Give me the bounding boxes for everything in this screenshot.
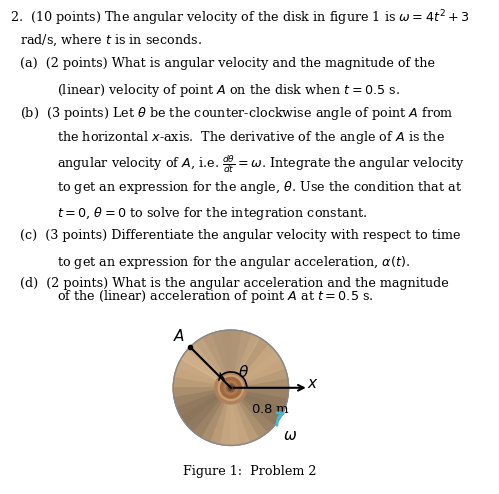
Text: $\omega$: $\omega$: [283, 429, 297, 443]
Text: 2.  (10 points) The angular velocity of the disk in figure 1 is $\omega = 4t^2 +: 2. (10 points) The angular velocity of t…: [10, 8, 470, 28]
Wedge shape: [181, 351, 231, 388]
Wedge shape: [221, 330, 231, 388]
Wedge shape: [211, 331, 231, 388]
Wedge shape: [181, 388, 231, 425]
Wedge shape: [231, 388, 285, 416]
Text: to get an expression for the angle, $\theta$. Use the condition that at: to get an expression for the angle, $\th…: [57, 179, 463, 196]
Text: (linear) velocity of point $A$ on the disk when $t = 0.5$ s.: (linear) velocity of point $A$ on the di…: [57, 82, 400, 99]
Text: $A$: $A$: [173, 328, 186, 344]
Wedge shape: [231, 388, 250, 445]
Wedge shape: [194, 338, 231, 388]
Wedge shape: [231, 338, 268, 388]
Circle shape: [229, 385, 233, 390]
Wedge shape: [231, 388, 259, 442]
Wedge shape: [231, 378, 288, 388]
Circle shape: [215, 371, 247, 404]
Wedge shape: [231, 388, 281, 425]
Wedge shape: [177, 359, 231, 388]
Text: angular velocity of $A$, i.e. $\frac{d\theta}{dt} = \omega$. Integrate the angul: angular velocity of $A$, i.e. $\frac{d\t…: [57, 153, 465, 175]
Wedge shape: [231, 388, 275, 432]
Text: the horizontal $x$-axis.  The derivative of the angle of $A$ is the: the horizontal $x$-axis. The derivative …: [57, 129, 446, 146]
Circle shape: [227, 384, 235, 392]
Wedge shape: [231, 388, 241, 446]
Wedge shape: [231, 359, 285, 388]
Text: rad/s, where $t$ is in seconds.: rad/s, where $t$ is in seconds.: [20, 33, 202, 48]
Wedge shape: [231, 388, 287, 408]
Wedge shape: [173, 378, 231, 388]
Wedge shape: [231, 368, 287, 388]
Wedge shape: [231, 344, 275, 388]
Wedge shape: [174, 388, 231, 408]
Text: (d)  (2 points) What is the angular acceleration and the magnitude: (d) (2 points) What is the angular accel…: [20, 277, 449, 290]
Text: (b)  (3 points) Let $\theta$ be the counter-clockwise angle of point $A$ from: (b) (3 points) Let $\theta$ be the count…: [20, 105, 454, 122]
Circle shape: [224, 381, 238, 395]
Wedge shape: [173, 388, 231, 398]
Wedge shape: [231, 388, 268, 438]
Wedge shape: [231, 331, 250, 388]
Wedge shape: [231, 388, 288, 398]
Text: of the (linear) acceleration of point $A$ at $t = 0.5$ s.: of the (linear) acceleration of point $A…: [57, 288, 374, 304]
Wedge shape: [231, 351, 281, 388]
Wedge shape: [187, 344, 231, 388]
Wedge shape: [231, 333, 259, 388]
Text: Figure 1:  Problem 2: Figure 1: Problem 2: [183, 465, 316, 478]
Circle shape: [173, 330, 288, 446]
Circle shape: [218, 375, 244, 401]
Wedge shape: [202, 333, 231, 388]
Wedge shape: [177, 388, 231, 416]
Wedge shape: [211, 388, 231, 445]
Wedge shape: [174, 368, 231, 388]
Wedge shape: [221, 388, 231, 446]
Circle shape: [221, 377, 241, 398]
Text: $x$: $x$: [307, 377, 318, 391]
Text: $\theta$: $\theta$: [238, 364, 249, 380]
Wedge shape: [181, 330, 259, 388]
Wedge shape: [194, 388, 231, 438]
Text: (c)  (3 points) Differentiate the angular velocity with respect to time: (c) (3 points) Differentiate the angular…: [20, 229, 461, 242]
Text: $t = 0$, $\theta = 0$ to solve for the integration constant.: $t = 0$, $\theta = 0$ to solve for the i…: [57, 205, 368, 222]
Wedge shape: [187, 388, 231, 432]
Text: $0.8$ m: $0.8$ m: [251, 403, 290, 416]
Text: to get an expression for the angular acceleration, $\alpha(t)$.: to get an expression for the angular acc…: [57, 253, 410, 271]
Wedge shape: [231, 330, 241, 388]
Wedge shape: [202, 388, 231, 442]
Text: (a)  (2 points) What is angular velocity and the magnitude of the: (a) (2 points) What is angular velocity …: [20, 57, 435, 70]
